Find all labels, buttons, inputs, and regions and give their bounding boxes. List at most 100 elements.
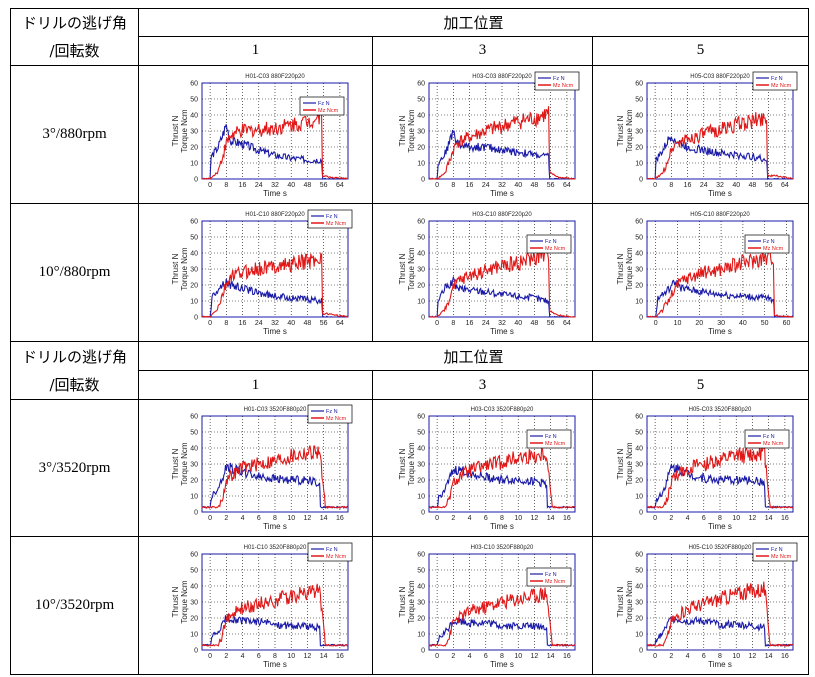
x-tick-label: 48 — [303, 182, 311, 189]
x-tick-label: 4 — [685, 515, 689, 522]
y-tick-label: 0 — [639, 176, 643, 183]
chart-title: H05-C03 880F220p20 — [690, 74, 750, 80]
y-tick-label: 20 — [190, 144, 198, 151]
y-tick-label: 30 — [190, 266, 198, 273]
chart-cell: H05-C03 880F220p20 0 8 16 24 32 40 48 56 64 0 10 20 3… — [592, 65, 809, 204]
x-tick-label: 40 — [287, 320, 295, 327]
y-tick-label: 60 — [417, 80, 425, 87]
y-tick-label: 60 — [417, 218, 425, 225]
chart-r4c3: H03-C10 3520F880p20 0 2 4 6 8 10 12 14 16 0 10 20 30 4… — [398, 545, 575, 669]
y-tick-label: 30 — [190, 128, 198, 135]
x-axis-label: Time s — [490, 327, 514, 336]
y-tick-label: 60 — [635, 414, 643, 421]
y-axis-label-2: Torque Ncm — [407, 580, 416, 623]
x-tick-label: 50 — [760, 320, 768, 327]
x-tick-label: 8 — [451, 320, 455, 327]
x-tick-label: 32 — [271, 182, 279, 189]
chart-r4c1: H01-C10 3520F880p20 0 2 4 6 8 10 12 14 16 0 10 20 30 4… — [171, 542, 352, 669]
x-axis-label: Time s — [708, 522, 732, 531]
x-tick-label: 16 — [335, 515, 343, 522]
legend-fz-label: Fz N — [771, 547, 783, 553]
y-tick-label: 30 — [417, 128, 425, 135]
x-tick-label: 0 — [208, 182, 212, 189]
x-tick-label: 0 — [435, 320, 439, 327]
series-fz-line — [428, 129, 575, 180]
corner-label-line2: /回転数 — [49, 375, 100, 394]
x-tick-label: 0 — [208, 515, 212, 522]
x-tick-label: 32 — [498, 320, 506, 327]
chart-title: H03-C03 880F220p20 — [472, 74, 532, 80]
chart-cell: H01-C10 3520F880p20 0 2 4 6 8 10 12 14 16 0 10 20 30 4… — [138, 536, 373, 675]
y-axis-label-1: Thrust N — [398, 586, 407, 617]
position-header-1: 1 — [138, 370, 373, 400]
x-tick-label: 0 — [208, 320, 212, 327]
x-tick-label: 48 — [748, 182, 756, 189]
x-tick-label: 56 — [546, 182, 554, 189]
x-tick-label: 10 — [287, 515, 295, 522]
corner-label-line1: ドリルの逃げ角 — [21, 347, 127, 366]
y-tick-label: 0 — [421, 176, 425, 183]
chart-cell: H01-C03 880F220p20 0 8 16 24 32 40 48 56 64 0 10 20 3… — [138, 65, 373, 204]
y-tick-label: 60 — [190, 414, 198, 421]
y-axis-label-1: Thrust N — [398, 253, 407, 284]
x-tick-label: 20 — [695, 320, 703, 327]
chart-cell: H05-C10 880F220p20 0 10 20 30 40 50 60 0 10 20 30 40… — [592, 203, 809, 342]
chart-cell: H03-C03 3520F880p20 0 2 4 6 8 10 12 14 16 0 10 20 30 4… — [372, 399, 593, 537]
row-label: 3°/3520rpm — [10, 399, 139, 537]
y-tick-label: 10 — [190, 631, 198, 638]
x-tick-label: 12 — [748, 653, 756, 660]
series-mz-line — [646, 445, 793, 509]
series-mz-line — [201, 445, 348, 509]
legend-mz-label: Mz Ncm — [318, 108, 339, 114]
series-mz-line — [428, 447, 575, 509]
series-mz-line — [201, 251, 348, 318]
series-mz-line — [428, 105, 575, 180]
legend-fz-label: Fz N — [763, 239, 775, 245]
x-tick-label: 2 — [669, 515, 673, 522]
series-mz-line — [201, 106, 348, 180]
x-tick-label: 2 — [451, 653, 455, 660]
x-tick-label: 0 — [208, 653, 212, 660]
series-fz-line — [646, 463, 793, 510]
x-tick-label: 40 — [738, 320, 746, 327]
x-tick-label: 8 — [500, 653, 504, 660]
chart-title: H05-C10 3520F880p20 — [688, 545, 751, 551]
y-axis-label-1: Thrust N — [616, 253, 625, 284]
x-tick-label: 6 — [701, 515, 705, 522]
legend-fz-label: Fz N — [553, 76, 565, 82]
y-axis-label-2: Torque Ncm — [407, 442, 416, 485]
y-tick-label: 50 — [635, 567, 643, 574]
x-tick-label: 0 — [435, 653, 439, 660]
y-axis-label-1: Thrust N — [398, 448, 407, 479]
row-label: 3°/880rpm — [10, 65, 139, 204]
group-header: 加工位置 — [138, 8, 809, 37]
x-axis-label: Time s — [708, 327, 732, 336]
x-tick-label: 56 — [764, 182, 772, 189]
x-tick-label: 8 — [273, 515, 277, 522]
y-tick-label: 20 — [417, 282, 425, 289]
x-tick-label: 4 — [240, 515, 244, 522]
legend-mz-label: Mz Ncm — [326, 221, 347, 227]
x-tick-label: 32 — [271, 320, 279, 327]
y-axis-label-2: Torque Ncm — [625, 247, 634, 290]
y-axis-label-1: Thrust N — [398, 115, 407, 146]
x-axis-label: Time s — [490, 522, 514, 531]
x-tick-label: 8 — [500, 515, 504, 522]
y-tick-label: 10 — [635, 494, 643, 501]
legend-fz-label: Fz N — [326, 409, 338, 415]
y-axis-label-2: Torque Ncm — [407, 247, 416, 290]
x-tick-label: 14 — [319, 653, 327, 660]
y-tick-label: 0 — [194, 510, 198, 517]
x-axis-label: Time s — [490, 660, 514, 669]
y-tick-label: 30 — [417, 599, 425, 606]
x-tick-label: 56 — [546, 320, 554, 327]
y-tick-label: 10 — [635, 631, 643, 638]
y-tick-label: 50 — [190, 430, 198, 437]
table-row: 3°/880rpm H01-C03 880F220p20 0 8 16 24 32 40 48… — [10, 65, 809, 204]
series-mz-line — [428, 587, 575, 647]
x-tick-label: 40 — [287, 182, 295, 189]
y-tick-label: 60 — [417, 551, 425, 558]
x-tick-label: 8 — [451, 182, 455, 189]
chart-r3c5: H05-C03 3520F880p20 0 2 4 6 8 10 12 14 16 0 10 20 30 4… — [616, 407, 793, 531]
legend-fz-label: Fz N — [771, 76, 783, 82]
